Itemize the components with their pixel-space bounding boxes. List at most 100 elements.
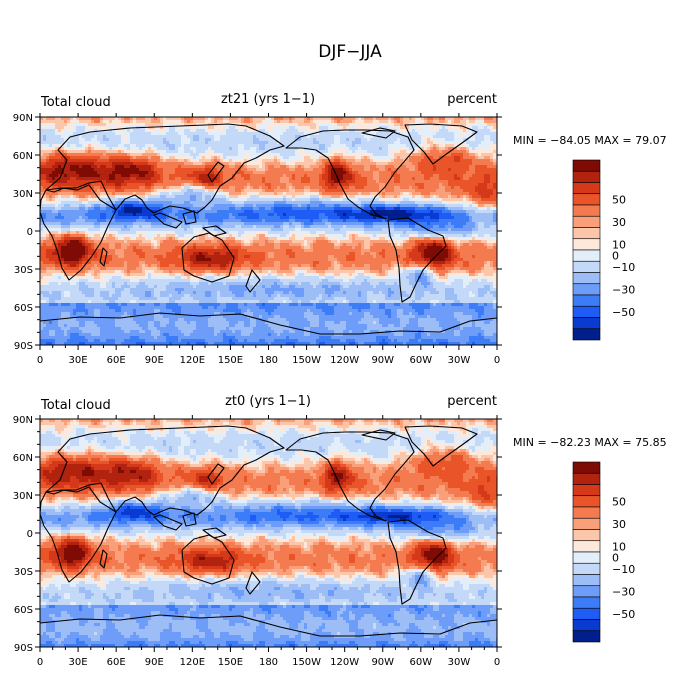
field-cell <box>79 201 83 205</box>
field-cell <box>460 117 464 121</box>
field-cell <box>298 174 302 178</box>
field-cell <box>415 177 419 181</box>
field-cell <box>115 138 119 142</box>
field-cell <box>217 153 221 157</box>
field-cell <box>133 162 137 166</box>
field-cell <box>328 189 332 193</box>
field-cell <box>484 135 488 139</box>
field-cell <box>241 192 245 196</box>
field-cell <box>421 120 425 124</box>
field-cell <box>439 141 443 145</box>
field-cell <box>307 186 311 190</box>
field-cell <box>493 183 497 187</box>
field-cell <box>382 183 386 187</box>
field-cell <box>412 153 416 157</box>
field-cell <box>283 210 287 214</box>
field-cell <box>82 150 86 154</box>
field-cell <box>64 177 68 181</box>
field-cell <box>187 186 191 190</box>
field-cell <box>445 159 449 163</box>
field-cell <box>190 177 194 181</box>
field-cell <box>403 189 407 193</box>
field-cell <box>67 183 71 187</box>
field-cell <box>427 144 431 148</box>
field-cell <box>49 129 53 133</box>
field-cell <box>364 162 368 166</box>
field-cell <box>142 159 146 163</box>
field-cell <box>55 132 59 136</box>
field-cell <box>100 174 104 178</box>
field-cell <box>328 120 332 124</box>
field-cell <box>358 129 362 133</box>
field-cell <box>100 213 104 217</box>
field-cell <box>289 168 293 172</box>
field-cell <box>463 180 467 184</box>
field-cell <box>373 120 377 124</box>
field-cell <box>97 153 101 157</box>
field-cell <box>256 183 260 187</box>
field-cell <box>346 174 350 178</box>
field-cell <box>358 138 362 142</box>
field-cell <box>421 156 425 160</box>
field-cell <box>226 150 230 154</box>
field-cell <box>199 150 203 154</box>
field-cell <box>457 177 461 181</box>
field-cell <box>316 123 320 127</box>
field-cell <box>448 153 452 157</box>
field-cell <box>55 204 59 208</box>
field-cell <box>250 162 254 166</box>
field-cell <box>130 147 134 151</box>
field-cell <box>493 117 497 121</box>
field-cell <box>205 165 209 169</box>
field-cell <box>307 138 311 142</box>
field-cell <box>451 201 455 205</box>
field-cell <box>70 120 74 124</box>
field-cell <box>340 141 344 145</box>
field-cell <box>88 156 92 160</box>
field-cell <box>88 150 92 154</box>
field-cell <box>472 126 476 130</box>
field-cell <box>298 147 302 151</box>
field-cell <box>55 180 59 184</box>
field-cell <box>127 132 131 136</box>
field-cell <box>235 189 239 193</box>
field-cell <box>106 126 110 130</box>
field-cell <box>142 156 146 160</box>
field-cell <box>139 132 143 136</box>
field-cell <box>307 201 311 205</box>
field-cell <box>124 141 128 145</box>
field-cell <box>112 129 116 133</box>
field-cell <box>268 213 272 217</box>
field-cell <box>277 174 281 178</box>
field-cell <box>430 210 434 214</box>
field-cell <box>274 201 278 205</box>
field-cell <box>274 168 278 172</box>
field-cell <box>313 150 317 154</box>
field-cell <box>235 165 239 169</box>
field-cell <box>382 132 386 136</box>
field-cell <box>457 204 461 208</box>
field-cell <box>424 198 428 202</box>
field-cell <box>430 150 434 154</box>
field-cell <box>292 159 296 163</box>
field-cell <box>469 126 473 130</box>
field-cell <box>103 177 107 181</box>
field-cell <box>334 201 338 205</box>
field-cell <box>163 123 167 127</box>
field-cell <box>388 168 392 172</box>
field-cell <box>46 174 50 178</box>
field-cell <box>325 168 329 172</box>
field-cell <box>385 147 389 151</box>
field-cell <box>334 165 338 169</box>
field-cell <box>214 174 218 178</box>
field-cell <box>445 132 449 136</box>
field-cell <box>418 183 422 187</box>
field-cell <box>409 165 413 169</box>
field-cell <box>460 168 464 172</box>
field-cell <box>163 171 167 175</box>
field-cell <box>289 117 293 121</box>
field-cell <box>307 156 311 160</box>
field-cell <box>346 141 350 145</box>
field-cell <box>52 174 56 178</box>
field-cell <box>346 168 350 172</box>
